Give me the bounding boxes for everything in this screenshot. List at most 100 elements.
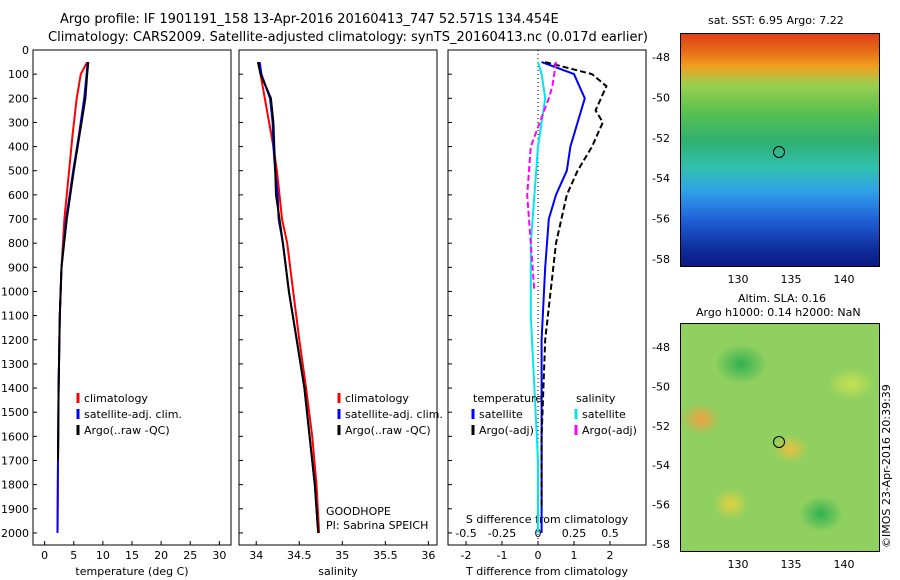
- temperature-profile-xtick-label-0: 0: [41, 549, 48, 562]
- sst-map-xtick-label-140: 140: [834, 273, 855, 286]
- difference-profile-xtick-label-1: 1: [571, 549, 578, 562]
- difference-profile-legend-temp-label-1: Argo(-adj): [479, 424, 534, 437]
- difference-profile-legend-temp-heading: temperature: [473, 392, 542, 405]
- difference-profile-xtick-label--2: -2: [461, 549, 472, 562]
- temperature-profile-legend-label-1: satellite-adj. clim.: [84, 408, 182, 421]
- temperature-profile-xlabel: temperature (deg C): [75, 565, 188, 578]
- difference-profile-xtick2-label-0.5: 0.5: [601, 527, 619, 540]
- temperature-profile-xtick-label-20: 20: [154, 549, 168, 562]
- depth-tick-label-1600: 1600: [1, 430, 29, 443]
- sst-map-ytick-label--56: -56: [652, 213, 670, 226]
- difference-profile-legend-temp-label-0: satellite: [479, 408, 523, 421]
- difference-profile-series-0: [540, 61, 586, 533]
- temperature-profile-legend-label-0: climatology: [84, 392, 148, 405]
- depth-tick-label-100: 100: [8, 68, 29, 81]
- difference-profile-xtick-label-0: 0: [535, 549, 542, 562]
- depth-tick-label-1400: 1400: [1, 382, 29, 395]
- temperature-profile-xtick-label-10: 10: [96, 549, 110, 562]
- sst-map-ytick-label--52: -52: [652, 132, 670, 145]
- sst-map-title: sat. SST: 6.95 Argo: 7.22: [708, 14, 844, 27]
- difference-profile-xlabel: T difference from climatology: [465, 565, 628, 578]
- salinity-profile-legend-label-1: satellite-adj. clim.: [345, 408, 443, 421]
- depth-tick-label-1100: 1100: [1, 310, 29, 323]
- salinity-profile-legend-label-2: Argo(..raw -QC): [345, 424, 431, 437]
- temperature-profile-series-2: [57, 62, 90, 461]
- argo-location-marker-sla: [773, 436, 785, 448]
- depth-tick-label-1000: 1000: [1, 285, 29, 298]
- temperature-profile-frame: [32, 49, 232, 546]
- salinity-profile-xtick-label-34: 34: [249, 549, 263, 562]
- temperature-profile-xtick-label-5: 5: [70, 549, 77, 562]
- sst-map-ytick-label--54: -54: [652, 172, 670, 185]
- depth-tick-label-0: 0: [22, 44, 29, 57]
- depth-tick-label-1900: 1900: [1, 503, 29, 516]
- salinity-profile-xlabel: salinity: [318, 565, 358, 578]
- difference-profile-series-3: [526, 61, 557, 292]
- depth-tick-label-300: 300: [8, 116, 29, 129]
- salinity-profile-annotation-0: GOODHOPE: [326, 505, 391, 518]
- temperature-profile-xtick-label-25: 25: [183, 549, 197, 562]
- depth-tick-label-700: 700: [8, 213, 29, 226]
- sla-map-ytick-label--54: -54: [652, 459, 670, 472]
- sla-map-ytick-label--50: -50: [652, 380, 670, 393]
- difference-profile-xtick-label--1: -1: [497, 549, 508, 562]
- depth-tick-label-1500: 1500: [1, 406, 29, 419]
- sla-map-ytick-label--48: -48: [652, 341, 670, 354]
- depth-tick-label-1200: 1200: [1, 334, 29, 347]
- difference-profile-legend-sal-label-1: Argo(-adj): [582, 424, 637, 437]
- argo-location-marker-sst: [773, 146, 785, 158]
- figure-title-line1: Argo profile: IF 1901191_158 13-Apr-2016…: [60, 12, 559, 27]
- difference-profile-xtick2-label--0.25: -0.25: [488, 527, 516, 540]
- temperature-profile-xtick-label-15: 15: [125, 549, 139, 562]
- salinity-profile-legend-label-0: climatology: [345, 392, 409, 405]
- sla-map-title-line2: Argo h1000: 0.14 h2000: NaN: [696, 306, 861, 319]
- depth-tick-label-2000: 2000: [1, 527, 29, 540]
- sst-map-ytick-label--48: -48: [652, 51, 670, 64]
- figure-title-line2: Climatology: CARS2009. Satellite-adjuste…: [48, 30, 648, 45]
- difference-profile-xtick-label-2: 2: [607, 549, 614, 562]
- difference-profile-xtick2-label-0: 0: [535, 527, 542, 540]
- difference-profile-frame: [447, 49, 647, 546]
- depth-tick-label-400: 400: [8, 141, 29, 154]
- sst-map-ytick-label--50: -50: [652, 91, 670, 104]
- salinity-profile-xtick-label-36: 36: [421, 549, 435, 562]
- sst-map-ytick-label--58: -58: [652, 253, 670, 266]
- sst-map: [680, 33, 880, 267]
- salinity-profile-series-0: [257, 61, 321, 533]
- sst-map-xtick-label-130: 130: [728, 273, 749, 286]
- difference-profile-xlabel2: S difference from climatology: [466, 513, 629, 526]
- difference-profile-legend-sal-label-0: satellite: [582, 408, 626, 421]
- depth-tick-label-1700: 1700: [1, 454, 29, 467]
- depth-tick-label-1300: 1300: [1, 358, 29, 371]
- depth-tick-label-1800: 1800: [1, 479, 29, 492]
- salinity-profile-xtick-label-35.5: 35.5: [373, 549, 398, 562]
- sla-map-xtick-label-140: 140: [834, 558, 855, 571]
- sla-map-title-line1: Altim. SLA: 0.16: [738, 292, 827, 305]
- depth-tick-label-900: 900: [8, 261, 29, 274]
- sla-map: [680, 323, 880, 552]
- credit-label: ©IMOS 23-Apr-2016 20:39:39: [880, 384, 893, 548]
- sla-map-xtick-label-135: 135: [781, 558, 802, 571]
- sst-map-xtick-label-135: 135: [781, 273, 802, 286]
- salinity-profile-frame: [238, 49, 438, 546]
- salinity-profile-xtick-label-35: 35: [335, 549, 349, 562]
- depth-tick-label-200: 200: [8, 92, 29, 105]
- temperature-profile-legend-label-2: Argo(..raw -QC): [84, 424, 170, 437]
- salinity-profile-series-2: [256, 61, 320, 533]
- depth-tick-label-800: 800: [8, 237, 29, 250]
- difference-profile-xtick2-label--0.5: -0.5: [455, 527, 476, 540]
- depth-tick-label-600: 600: [8, 189, 29, 202]
- sla-map-xtick-label-130: 130: [728, 558, 749, 571]
- temperature-profile-xtick-label-30: 30: [212, 549, 226, 562]
- sla-map-ytick-label--56: -56: [652, 499, 670, 512]
- salinity-profile-annotation-1: PI: Sabrina SPEICH: [326, 519, 428, 532]
- difference-profile-legend-sal-heading: salinity: [576, 392, 616, 405]
- sla-map-ytick-label--52: -52: [652, 420, 670, 433]
- salinity-profile-xtick-label-34.5: 34.5: [287, 549, 312, 562]
- difference-profile-xtick2-label-0.25: 0.25: [562, 527, 587, 540]
- difference-profile-series-2: [529, 61, 547, 533]
- sla-map-ytick-label--58: -58: [652, 538, 670, 551]
- depth-tick-label-500: 500: [8, 165, 29, 178]
